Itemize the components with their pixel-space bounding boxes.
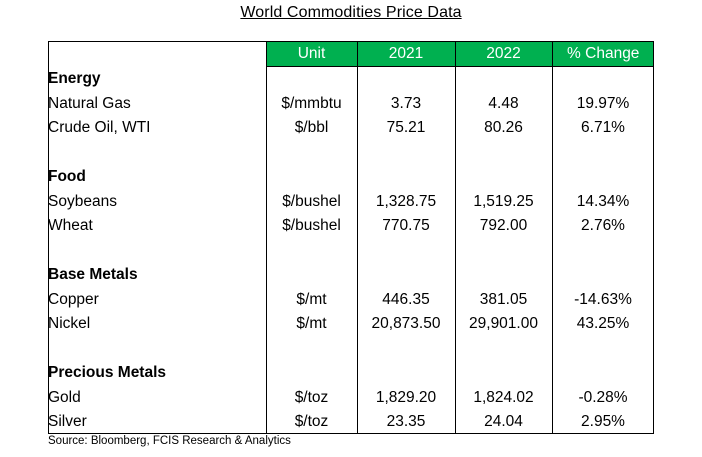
percent-change: -0.28%: [578, 388, 628, 406]
percent-change: 19.97%: [576, 94, 630, 112]
empty-cell: [552, 263, 654, 288]
column-divider: [455, 41, 456, 434]
empty-cell: [357, 361, 455, 386]
value-2021: 1,829.20: [375, 388, 437, 406]
empty-cell: [552, 165, 654, 190]
spacer-row: [48, 337, 654, 362]
unit-cell: $/mt: [296, 290, 327, 308]
commodity-name: Crude Oil, WTI: [48, 119, 151, 136]
value-2021: 770.75: [382, 217, 430, 234]
percent-change: 2.95%: [581, 413, 625, 430]
value-2021: 20,873.50: [371, 315, 441, 332]
percent-change: 14.34%: [576, 192, 630, 210]
section-title: Energy: [48, 69, 101, 87]
section-header-row: Precious Metals: [48, 361, 654, 386]
empty-cell: [266, 361, 357, 386]
empty-cell: [455, 67, 552, 92]
empty-cell: [357, 263, 455, 288]
value-2021: 446.35: [382, 290, 430, 308]
table-row: Gold $/toz 1,829.20 1,824.02 -0.28%: [48, 386, 654, 411]
commodity-name: Nickel: [48, 315, 91, 332]
header-2022: 2022: [454, 42, 552, 67]
unit-cell: $/bbl: [294, 119, 329, 136]
table-body: Energy Natural Gas $/mmbtu 3.73 4.48 19.97% Cr…: [48, 67, 654, 435]
table-row: Natural Gas $/mmbtu 3.73 4.48 19.97%: [48, 92, 654, 117]
value-2022: 381.05: [479, 290, 528, 308]
commodities-table: Unit 2021 2022 % Change Energy Natural Ga…: [48, 42, 654, 435]
column-divider: [552, 41, 553, 434]
value-2021: 3.73: [390, 94, 422, 112]
column-divider: [357, 41, 358, 434]
value-2022: 24.04: [484, 413, 523, 430]
commodity-name: Natural Gas: [48, 94, 131, 112]
percent-change: 2.76%: [581, 217, 625, 234]
empty-cell: [455, 263, 552, 288]
page-title: World Commodities Price Data: [240, 4, 462, 21]
empty-cell: [357, 165, 455, 190]
section-header-row: Energy: [48, 67, 654, 92]
section-header-row: Base Metals: [48, 263, 654, 288]
empty-cell: [552, 67, 654, 92]
section-title: Food: [48, 168, 86, 185]
value-2022: 1,519.25: [473, 192, 534, 210]
empty-cell: [357, 67, 455, 92]
commodity-name: Silver: [48, 413, 87, 430]
unit-cell: $/bushel: [282, 192, 341, 210]
value-2022: 4.48: [488, 94, 519, 112]
table-row: Silver $/toz 23.35 24.04 2.95%: [48, 410, 654, 435]
table-row: Wheat $/bushel 770.75 792.00 2.76%: [48, 214, 654, 239]
unit-cell: $/toz: [294, 413, 329, 430]
percent-change: -14.63%: [574, 290, 632, 308]
percent-change: 43.25%: [576, 315, 630, 332]
unit-cell: $/mmbtu: [281, 94, 342, 112]
header-blank-cell: [48, 42, 266, 67]
value-2021: 75.21: [386, 119, 426, 136]
header-unit: Unit: [265, 42, 357, 67]
header-change: % Change: [551, 42, 654, 67]
value-2021: 1,328.75: [375, 192, 437, 210]
empty-cell: [455, 361, 552, 386]
unit-cell: $/mt: [296, 315, 327, 332]
section-header-row: Food: [48, 165, 654, 190]
value-2022: 792.00: [479, 217, 528, 234]
commodity-name: Copper: [48, 290, 99, 308]
spacer-row: [48, 239, 654, 264]
table-row: Crude Oil, WTI $/bbl 75.21 80.26 6.71%: [48, 116, 654, 141]
commodity-name: Gold: [48, 388, 81, 406]
commodity-name: Wheat: [48, 217, 93, 234]
section-title: Precious Metals: [48, 364, 167, 381]
value-2021: 23.35: [386, 413, 426, 430]
table-row: Copper $/mt 446.35 381.05 -14.63%: [48, 288, 654, 313]
empty-cell: [552, 361, 654, 386]
value-2022: 80.26: [484, 119, 523, 136]
header-2021: 2021: [356, 42, 455, 67]
empty-cell: [266, 165, 357, 190]
empty-cell: [266, 67, 357, 92]
empty-cell: [266, 263, 357, 288]
percent-change: 6.71%: [581, 119, 625, 136]
spacer-row: [48, 141, 654, 166]
table-row: Soybeans $/bushel 1,328.75 1,519.25 14.34%: [48, 190, 654, 215]
value-2022: 1,824.02: [473, 388, 534, 406]
commodity-name: Soybeans: [48, 192, 117, 210]
unit-cell: $/toz: [294, 388, 329, 406]
section-title: Base Metals: [48, 266, 138, 283]
unit-cell: $/bushel: [282, 217, 341, 234]
value-2022: 29,901.00: [469, 315, 538, 332]
header-row: Unit 2021 2022 % Change: [48, 42, 654, 67]
column-divider: [266, 41, 267, 434]
source-note: Source: Bloomberg, FCIS Research & Analy…: [48, 435, 291, 447]
table-row: Nickel $/mt 20,873.50 29,901.00 43.25%: [48, 312, 654, 337]
empty-cell: [455, 165, 552, 190]
